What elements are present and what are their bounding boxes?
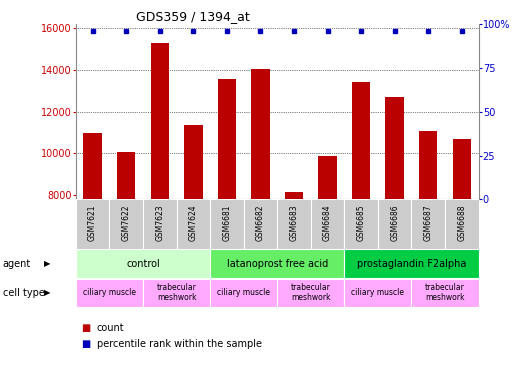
Bar bbox=[445, 199, 479, 249]
Bar bbox=[412, 199, 445, 249]
Text: control: control bbox=[126, 258, 160, 269]
Text: GSM6688: GSM6688 bbox=[457, 205, 467, 242]
Text: GDS359 / 1394_at: GDS359 / 1394_at bbox=[136, 10, 250, 23]
Text: agent: agent bbox=[3, 258, 31, 269]
Bar bbox=[277, 199, 311, 249]
Bar bbox=[83, 132, 102, 199]
Text: ciliary muscle: ciliary muscle bbox=[217, 288, 270, 297]
Text: ▶: ▶ bbox=[44, 288, 50, 297]
Text: count: count bbox=[97, 322, 124, 333]
Bar bbox=[184, 125, 202, 199]
Text: ciliary muscle: ciliary muscle bbox=[351, 288, 404, 297]
Bar bbox=[385, 97, 404, 199]
Bar bbox=[117, 152, 135, 199]
Text: trabecular
meshwork: trabecular meshwork bbox=[425, 283, 465, 303]
Bar bbox=[210, 199, 244, 249]
Text: GSM6682: GSM6682 bbox=[256, 205, 265, 242]
Text: ■: ■ bbox=[81, 339, 90, 349]
Text: GSM6687: GSM6687 bbox=[424, 205, 433, 242]
Bar bbox=[344, 279, 412, 307]
Bar bbox=[218, 79, 236, 199]
Bar bbox=[176, 199, 210, 249]
Bar bbox=[319, 156, 337, 199]
Bar bbox=[419, 131, 437, 199]
Text: GSM6684: GSM6684 bbox=[323, 205, 332, 242]
Text: ciliary muscle: ciliary muscle bbox=[83, 288, 136, 297]
Bar bbox=[76, 279, 143, 307]
Bar bbox=[344, 250, 479, 277]
Text: GSM7624: GSM7624 bbox=[189, 205, 198, 242]
Bar bbox=[311, 199, 344, 249]
Bar bbox=[285, 192, 303, 199]
Text: latanoprost free acid: latanoprost free acid bbox=[226, 258, 328, 269]
Text: cell type: cell type bbox=[3, 288, 44, 298]
Text: trabecular
meshwork: trabecular meshwork bbox=[291, 283, 331, 303]
Bar bbox=[143, 279, 210, 307]
Bar bbox=[210, 279, 277, 307]
Text: ▶: ▶ bbox=[44, 259, 50, 268]
Bar bbox=[251, 69, 270, 199]
Text: ■: ■ bbox=[81, 322, 90, 333]
Text: prostaglandin F2alpha: prostaglandin F2alpha bbox=[357, 258, 466, 269]
Text: GSM6685: GSM6685 bbox=[357, 205, 366, 242]
Text: GSM6686: GSM6686 bbox=[390, 205, 399, 242]
Text: percentile rank within the sample: percentile rank within the sample bbox=[97, 339, 262, 349]
Text: GSM6683: GSM6683 bbox=[289, 205, 299, 242]
Bar bbox=[378, 199, 412, 249]
Bar bbox=[277, 279, 344, 307]
Bar bbox=[452, 139, 471, 199]
Bar bbox=[151, 42, 169, 199]
Bar bbox=[109, 199, 143, 249]
Text: GSM6681: GSM6681 bbox=[222, 205, 231, 242]
Bar bbox=[210, 250, 344, 277]
Text: GSM7621: GSM7621 bbox=[88, 205, 97, 242]
Text: GSM7622: GSM7622 bbox=[122, 205, 131, 242]
Bar bbox=[344, 199, 378, 249]
Bar bbox=[412, 279, 479, 307]
Bar bbox=[143, 199, 176, 249]
Bar bbox=[76, 250, 210, 277]
Text: trabecular
meshwork: trabecular meshwork bbox=[156, 283, 197, 303]
Bar bbox=[76, 199, 109, 249]
Bar bbox=[244, 199, 277, 249]
Bar bbox=[352, 82, 370, 199]
Text: GSM7623: GSM7623 bbox=[155, 205, 164, 242]
